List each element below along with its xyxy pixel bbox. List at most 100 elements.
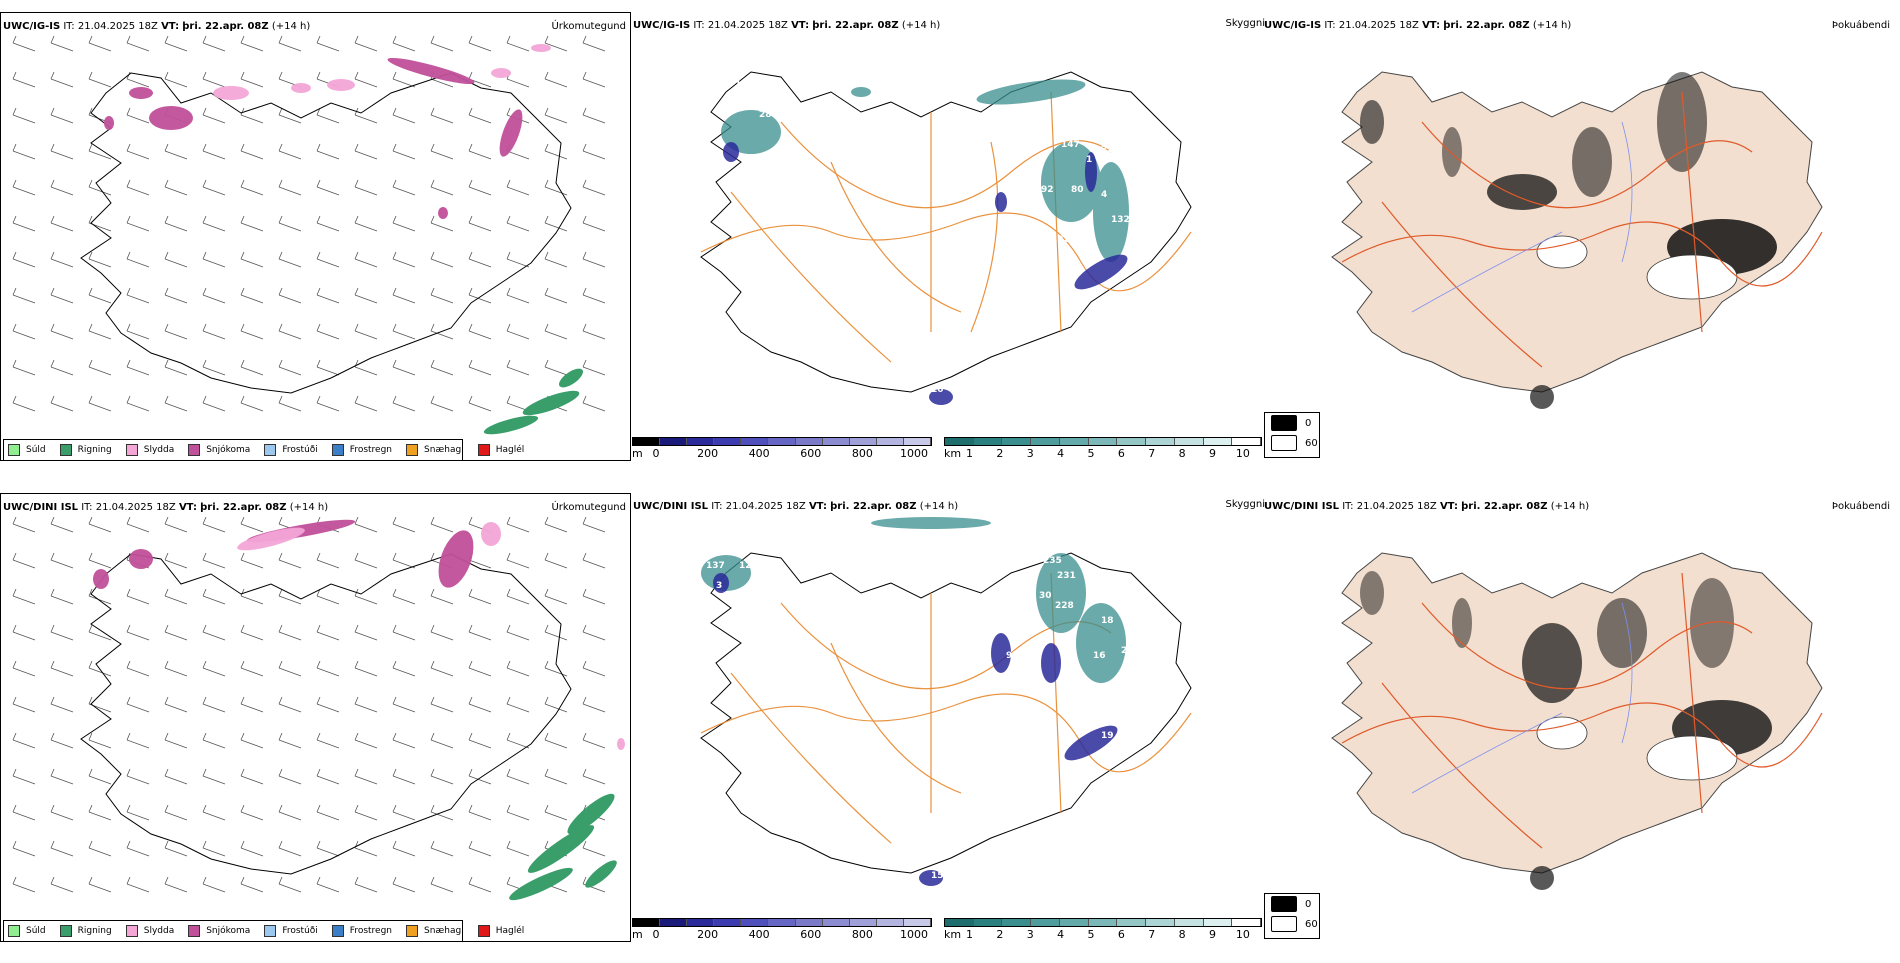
- panel-title: UWC/DINI ISL IT: 21.04.2025 18Z VT: þri.…: [3, 502, 329, 513]
- legend-item: Frostúði: [264, 444, 318, 456]
- fog-panel: UWC/IG-IS IT: 21.04.2025 18Z VT: þri. 22…: [1262, 12, 1900, 467]
- wind-barb: [12, 107, 36, 124]
- wind-barb: [126, 359, 150, 376]
- wind-barb: [468, 179, 492, 196]
- wind-barb: [544, 696, 568, 713]
- colorbar-segment: [768, 919, 796, 926]
- fog-legend-swatch: [1271, 916, 1297, 932]
- colorbar-segment: [903, 919, 932, 926]
- vis-label: 28: [759, 110, 772, 120]
- wind-barb: [240, 251, 264, 268]
- colorbar-segment: [1031, 919, 1060, 926]
- wind-barb: [582, 143, 606, 160]
- wind-barb: [12, 35, 36, 52]
- colorbar-segment: [1174, 919, 1204, 926]
- wind-barb: [582, 624, 606, 641]
- wind-barb: [50, 732, 74, 749]
- wind-barb: [392, 768, 416, 785]
- wind-barb: [316, 143, 340, 160]
- colorbar-tick: 1: [965, 928, 973, 941]
- wind-barb: [164, 71, 188, 88]
- wind-barb: [468, 804, 492, 821]
- wind-barb: [506, 35, 530, 52]
- colorbar-segment: [1059, 919, 1089, 926]
- vis-label: 18: [1061, 736, 1074, 746]
- wind-barb: [164, 696, 188, 713]
- wind-barb: [164, 251, 188, 268]
- wind-barb: [544, 287, 568, 304]
- wind-barb: [126, 732, 150, 749]
- wind-barb: [392, 624, 416, 641]
- fog-legend-swatch: [1271, 435, 1297, 451]
- colorbar-tick: 400: [748, 928, 770, 941]
- colorbar-m-unit: m: [632, 928, 643, 941]
- wind-barb: [50, 179, 74, 196]
- wind-barb: [202, 179, 226, 196]
- fog-legend: 0 60: [1264, 893, 1320, 939]
- fog-map[interactable]: [1262, 513, 1900, 918]
- wind-barb: [582, 71, 606, 88]
- wind-barb: [468, 107, 492, 124]
- wind-barb: [278, 395, 302, 412]
- colorbar-tick: 1000: [900, 447, 928, 460]
- colorbar-m-bar: [632, 437, 932, 446]
- wind-barb: [544, 588, 568, 605]
- wind-barb: [240, 588, 264, 605]
- colorbar-segment: [1203, 438, 1233, 445]
- precip-map[interactable]: [1, 33, 630, 438]
- colorbar-segment: [687, 919, 715, 926]
- colorbar-segment: [1117, 919, 1147, 926]
- fog-legend: 0 60: [1264, 412, 1320, 458]
- legend-swatch: [125, 444, 138, 456]
- visibility-map[interactable]: 7 17 28 11 4 6 4 89 147 92 80 1 4 221 132 12 122 8 5 10: [631, 32, 1261, 437]
- fog-panel: UWC/DINI ISL IT: 21.04.2025 18Z VT: þri.…: [1262, 493, 1900, 948]
- wind-barb: [88, 323, 112, 340]
- wind-barb: [50, 143, 74, 160]
- wind-barb: [354, 71, 378, 88]
- fog-map[interactable]: [1262, 32, 1900, 437]
- wind-barb: [468, 71, 492, 88]
- wind-barb: [126, 876, 150, 893]
- wind-barb: [392, 71, 416, 88]
- legend-item: Snæhagl: [406, 925, 464, 937]
- colorbar-segment: [1088, 438, 1118, 445]
- wind-barb: [50, 804, 74, 821]
- wind-barb: [50, 840, 74, 857]
- wind-barb: [506, 696, 530, 713]
- wind-barb: [316, 359, 340, 376]
- wind-barb: [126, 660, 150, 677]
- colorbar-segment: [1031, 438, 1060, 445]
- teal-areas: [701, 517, 1126, 683]
- legend-swatch: [8, 444, 20, 456]
- wind-barb: [544, 804, 568, 821]
- panel-title: UWC/DINI ISL IT: 21.04.2025 18Z VT: þri.…: [633, 501, 959, 512]
- vis-label: 132: [1111, 215, 1130, 225]
- legend-swatch: [331, 444, 344, 456]
- vis-label: 30: [1039, 591, 1052, 601]
- wind-barb: [164, 804, 188, 821]
- field-name: Úrkomutegund: [551, 502, 626, 513]
- visibility-panel: UWC/DINI ISL IT: 21.04.2025 18Z VT: þri.…: [631, 493, 1265, 948]
- colorbar-tick: 7: [1148, 928, 1156, 941]
- wind-barb: [582, 840, 606, 857]
- vis-label: 1: [1086, 155, 1092, 165]
- wind-barb: [12, 215, 36, 232]
- wind-barb: [12, 804, 36, 821]
- vis-label: 18: [1101, 616, 1114, 626]
- precip-map[interactable]: [1, 514, 630, 919]
- legend-item: Snjókoma: [188, 925, 250, 937]
- wind-barb: [88, 660, 112, 677]
- wind-barb: [354, 696, 378, 713]
- wind-barb: [88, 552, 112, 569]
- legend-swatch: [188, 925, 201, 937]
- wind-barb: [278, 323, 302, 340]
- legend-item: Frostregn: [331, 925, 392, 937]
- wind-barb: [202, 660, 226, 677]
- wind-barb: [12, 516, 36, 533]
- wind-barb: [354, 804, 378, 821]
- wind-barb: [468, 323, 492, 340]
- legend-item: Slydda: [125, 925, 174, 937]
- wind-barb: [506, 323, 530, 340]
